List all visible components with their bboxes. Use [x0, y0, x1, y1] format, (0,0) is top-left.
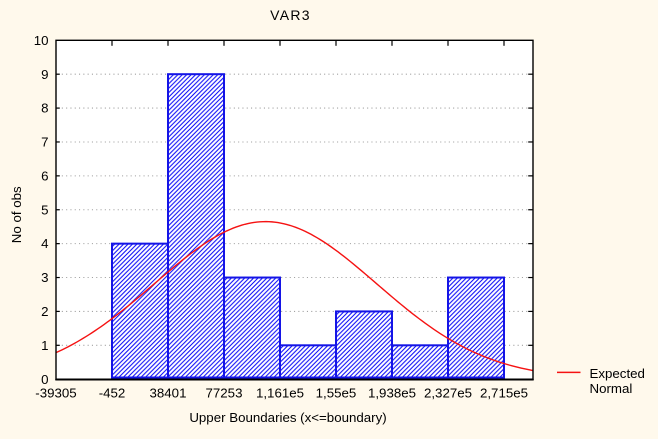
svg-text:0: 0	[41, 372, 48, 387]
svg-text:2: 2	[41, 304, 48, 319]
svg-text:1,161e5: 1,161e5	[256, 386, 304, 401]
svg-text:4: 4	[41, 236, 48, 251]
svg-text:2,715e5: 2,715e5	[480, 386, 528, 401]
svg-text:7: 7	[41, 135, 48, 150]
svg-text:5: 5	[41, 202, 48, 217]
svg-text:77253: 77253	[206, 386, 243, 401]
svg-text:1,938e5: 1,938e5	[368, 386, 416, 401]
svg-text:9: 9	[41, 67, 48, 82]
svg-text:6: 6	[41, 168, 48, 183]
svg-text:1,55e5: 1,55e5	[316, 386, 357, 401]
svg-text:No of obs: No of obs	[9, 186, 24, 243]
svg-text:Normal: Normal	[590, 381, 633, 396]
svg-text:8: 8	[41, 101, 48, 116]
svg-text:3: 3	[41, 270, 48, 285]
svg-text:-452: -452	[99, 386, 126, 401]
svg-text:Upper Boundaries (x<=boundary): Upper Boundaries (x<=boundary)	[189, 410, 386, 425]
svg-text:2,327e5: 2,327e5	[424, 386, 472, 401]
svg-text:Expected: Expected	[590, 366, 645, 381]
svg-text:-39305: -39305	[35, 386, 76, 401]
svg-text:38401: 38401	[150, 386, 187, 401]
svg-text:10: 10	[34, 33, 49, 48]
svg-text:VAR3: VAR3	[270, 7, 311, 23]
svg-text:1: 1	[41, 338, 48, 353]
